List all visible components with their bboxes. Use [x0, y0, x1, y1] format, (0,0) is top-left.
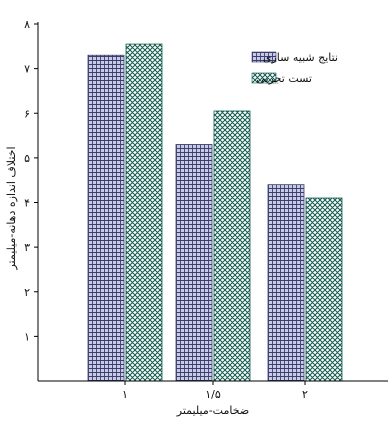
y-tick-label: ۴ [24, 197, 30, 210]
legend-label-experiment: تست تجربی [256, 72, 312, 85]
y-tick-label: ۵ [24, 152, 30, 165]
y-axis-label: اختلاف اندازه دهانه-میلیمتر [5, 146, 18, 270]
y-tick-label: ۶ [24, 107, 30, 120]
legend-swatch-experiment [251, 72, 277, 84]
y-tick-label: ۱ [24, 330, 30, 343]
legend-label-simulation: نتایج شبیه سازی [263, 51, 338, 64]
bar-series1-cat3 [267, 184, 305, 382]
y-tick-label: ۲ [24, 286, 30, 299]
y-tick-label: ۸ [24, 18, 30, 31]
bars-group [87, 43, 343, 382]
bar-series2-cat1 [125, 43, 163, 382]
bar-series1-cat1 [87, 54, 125, 382]
bar-series2-cat3 [305, 197, 343, 382]
legend-swatch-simulation [251, 51, 277, 63]
x-tick-label: ۱ [122, 388, 128, 401]
x-axis-label: ضخامت-میلیمتر [176, 404, 249, 417]
legend: نتایج شبیه سازی تست تجربی [251, 51, 338, 85]
y-tick-label: ۷ [24, 63, 30, 76]
bar-series1-cat2 [175, 144, 213, 382]
x-ticks-group: ۱ ۱/۵ ۲ [122, 381, 308, 401]
y-ticks-group: ۱ ۲ ۳ ۴ ۵ ۶ ۷ ۸ [24, 18, 38, 343]
bar-series2-cat2 [213, 110, 251, 382]
y-tick-label: ۳ [24, 241, 30, 254]
x-tick-label: ۲ [302, 388, 308, 401]
x-tick-label: ۱/۵ [205, 388, 221, 401]
